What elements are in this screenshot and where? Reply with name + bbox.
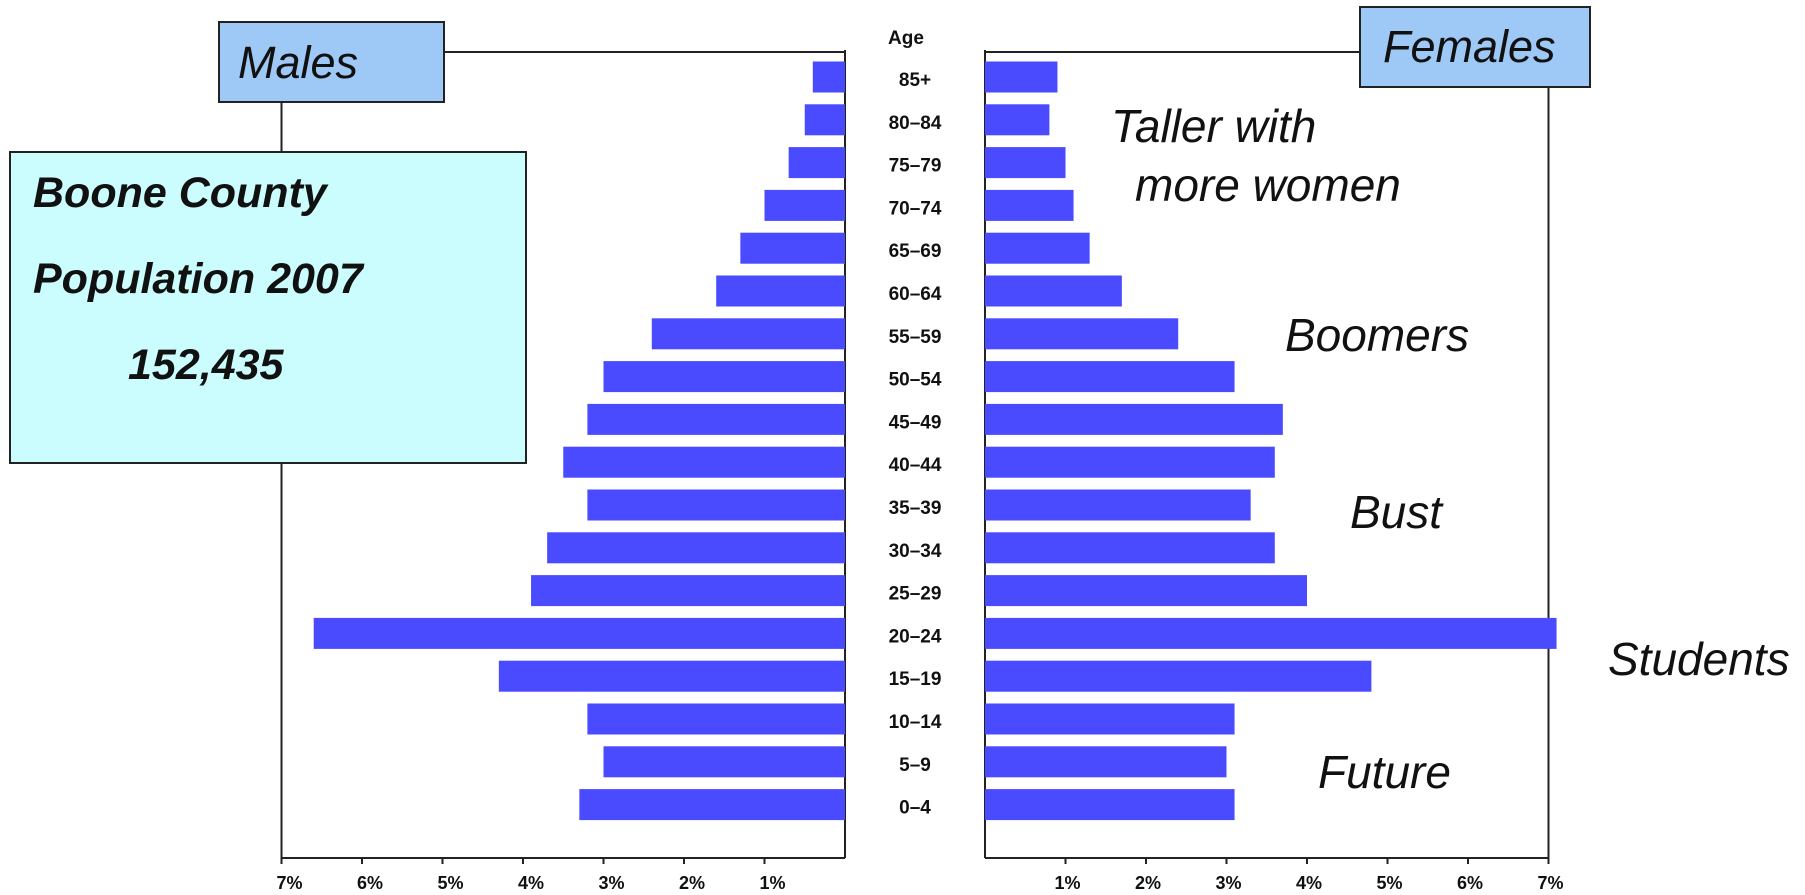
female-bar [985,575,1307,607]
age-category-label: 25–29 [889,584,942,605]
male-bar [547,532,845,564]
male-bar [579,789,845,821]
female-bar [985,232,1090,264]
age-category-label: 30–34 [889,541,942,562]
x-tick-label: 2% [679,873,705,893]
population-year: Population 2007 [33,255,363,303]
age-category-label: 70–74 [889,198,942,219]
female-bar [985,532,1275,564]
age-category-label: 5–9 [899,755,931,776]
x-tick-label: 2% [1135,873,1161,893]
male-bars [313,61,845,821]
annotation-bust: Bust [1350,486,1443,538]
age-category-label: 10–14 [889,712,942,733]
male-bar [603,746,845,778]
female-bar [985,275,1122,307]
x-tick-label: 4% [518,873,544,893]
age-category-labels: 85+ 80–84 75–79 70–74 65–69 60–64 55–59 50–54 45… [889,70,942,819]
age-category-label: 75–79 [889,156,942,177]
male-bar [531,575,845,607]
female-bars [985,61,1557,821]
female-bar [985,660,1372,692]
male-bar [313,617,845,649]
age-category-label: 50–54 [889,370,942,391]
male-bar [788,147,845,179]
annotation-taller-line2: more women [1135,159,1401,211]
age-category-label: 60–64 [889,284,942,305]
male-bar [498,660,845,692]
x-tick-label: 3% [1215,873,1241,893]
age-category-label: 15–19 [889,669,942,690]
x-tick-label: 4% [1296,873,1322,893]
x-tick-label: 7% [276,873,302,893]
female-bar [985,403,1283,435]
age-category-label: 45–49 [889,412,942,433]
x-tick-label: 1% [1054,873,1080,893]
annotation-taller-line1: Taller with [1111,100,1317,152]
female-bar [985,361,1235,393]
male-bar [716,275,845,307]
male-bar [812,61,845,93]
age-category-label: 20–24 [889,626,942,647]
population-total: 152,435 [128,341,284,389]
male-bar [804,104,845,136]
female-bar [985,746,1227,778]
x-tick-label: 1% [759,873,785,893]
female-bar [985,318,1179,350]
female-bar [985,61,1058,93]
female-bar [985,189,1074,221]
age-category-label: 35–39 [889,498,942,519]
female-bar [985,147,1066,179]
x-tick-label: 5% [1376,873,1402,893]
age-category-label: 65–69 [889,241,942,262]
annotation-students: Students [1608,633,1790,685]
x-tick-label: 6% [357,873,383,893]
age-category-label: 0–4 [899,798,931,819]
female-bar [985,489,1251,521]
females-label-box: Females [1359,6,1591,88]
x-tick-label: 7% [1537,873,1563,893]
female-bar [985,617,1557,649]
x-tick-label: 3% [598,873,624,893]
male-bar [764,189,845,221]
males-label-box: Males [218,21,445,103]
male-bar [740,232,845,264]
female-bar [985,104,1050,136]
x-tick-label: 6% [1457,873,1483,893]
male-bar [587,403,845,435]
male-bar [587,489,845,521]
female-bar [985,703,1235,735]
female-bar [985,789,1235,821]
age-category-label: 40–44 [889,455,942,476]
age-category-label: 80–84 [889,113,942,134]
x-tick-label: 5% [437,873,463,893]
male-bar [563,446,845,478]
males-label: Males [238,37,359,88]
females-label: Females [1383,21,1556,72]
male-bar [651,318,845,350]
age-category-label: 85+ [899,70,931,91]
male-bar [603,361,845,393]
female-bar [985,446,1275,478]
x-tick-labels: 7% 6% 5% 4% 3% 2% 1% 1% 2% 3% 4% 5% 6% 7% [276,873,1563,893]
annotation-boomers: Boomers [1285,309,1470,361]
info-box: Boone County Population 2007 152,435 [9,151,527,464]
age-header: Age [888,28,924,49]
county-name: Boone County [33,169,327,217]
male-bar [587,703,845,735]
age-category-label: 55–59 [889,327,942,348]
annotation-future: Future [1318,746,1451,798]
